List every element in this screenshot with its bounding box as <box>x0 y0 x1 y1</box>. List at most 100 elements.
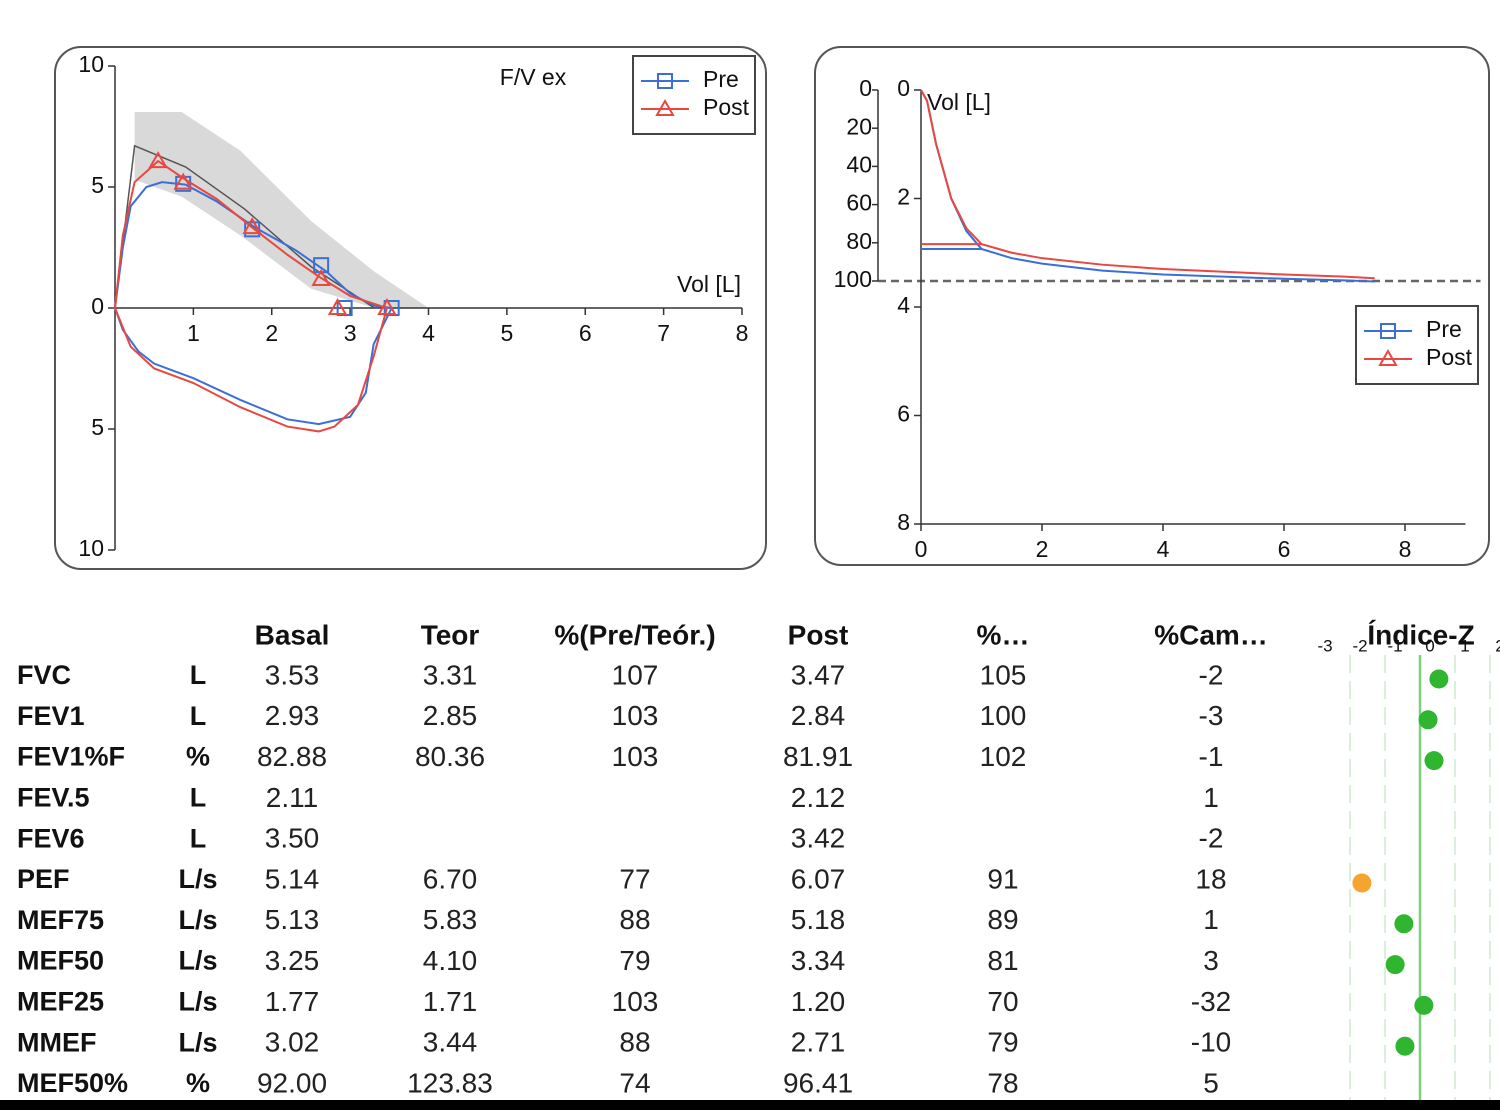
column-header: Índice-Z <box>1367 619 1474 650</box>
table-cell: 77 <box>619 863 650 894</box>
column-header: %… <box>977 619 1030 650</box>
table-cell: 2.12 <box>791 782 846 813</box>
table-cell: 74 <box>619 1067 650 1098</box>
column-header: Post <box>788 619 849 650</box>
chart-frame <box>814 46 1490 566</box>
x-tick-label: 5 <box>500 320 513 346</box>
row-name: MEF50% <box>17 1068 128 1098</box>
x-tick-label: 6 <box>579 320 592 346</box>
y2-tick-label: 40 <box>846 151 872 177</box>
z-score-dot <box>1352 873 1372 893</box>
row-name: MMEF <box>17 1027 96 1057</box>
z-tick-label: -2 <box>1352 636 1367 655</box>
table-cell: 89 <box>987 904 1018 935</box>
table-cell: 105 <box>980 659 1027 690</box>
y-tick-label: 0 <box>897 75 910 101</box>
table-cell: 3.44 <box>423 1027 478 1058</box>
table-cell: 3.47 <box>791 659 846 690</box>
table-cell: 5.13 <box>265 904 320 935</box>
column-header: Basal <box>255 619 330 650</box>
series-line <box>920 89 1375 283</box>
y2-tick-label: 20 <box>846 113 872 139</box>
z-score-dot <box>1394 914 1414 934</box>
table-cell: 70 <box>987 986 1018 1017</box>
table-cell: 107 <box>612 659 659 690</box>
table-cell: 5.18 <box>791 904 846 935</box>
marker <box>242 217 262 235</box>
row-unit: L <box>190 701 207 731</box>
column-header: %Cam… <box>1154 619 1268 650</box>
table-cell: 1.71 <box>423 986 478 1017</box>
z-score-dot <box>1429 669 1449 689</box>
legend-box <box>1355 305 1479 385</box>
table-cell: 2.11 <box>266 782 318 813</box>
legend-marker <box>1380 323 1396 339</box>
chart-title: F/V ex <box>500 64 567 90</box>
x-tick-label: 2 <box>1036 536 1049 562</box>
y-tick-label: 5 <box>91 414 104 440</box>
table-cell: -3 <box>1199 700 1224 731</box>
row-unit: L/s <box>178 946 217 976</box>
marker <box>311 268 331 286</box>
row-name: FEV.5 <box>17 783 90 813</box>
y-tick-label: 2 <box>897 184 910 210</box>
row-unit: L <box>190 660 207 690</box>
table-cell: 2.84 <box>791 700 846 731</box>
table-cell: 79 <box>987 1027 1018 1058</box>
table-cell: 100 <box>980 700 1027 731</box>
table-cell: -2 <box>1199 823 1224 854</box>
table-cell: 5.14 <box>265 863 320 894</box>
row-unit: L/s <box>178 987 217 1017</box>
y-tick-label: 6 <box>897 401 910 427</box>
x-axis-label: Vol [L] <box>677 271 741 297</box>
y-tick-label: 8 <box>897 509 910 535</box>
x-tick-label: 8 <box>736 320 749 346</box>
row-unit: L/s <box>178 864 217 894</box>
table-cell: 81 <box>987 945 1018 976</box>
marker <box>148 151 168 169</box>
z-tick-label: 2 <box>1495 636 1500 655</box>
row-name: FEV1 <box>17 701 85 731</box>
x-tick-label: 4 <box>1157 536 1170 562</box>
marker <box>173 172 193 190</box>
y-tick-label: 5 <box>91 172 104 198</box>
reference-band <box>134 111 429 308</box>
table-cell: 1.77 <box>265 986 320 1017</box>
chart-frame <box>54 46 767 570</box>
table-cell: 3.42 <box>791 823 846 854</box>
table-cell: 4.10 <box>423 945 478 976</box>
table-cell: 18 <box>1195 863 1226 894</box>
table-cell: 79 <box>619 945 650 976</box>
series-line <box>920 89 1375 280</box>
x-tick-label: 3 <box>344 320 357 346</box>
marker <box>327 297 348 315</box>
table-cell: 96.41 <box>783 1067 853 1098</box>
y2-tick-label: 60 <box>846 190 872 216</box>
y-tick-label: 10 <box>78 51 104 77</box>
table-cell: 5.83 <box>423 904 478 935</box>
table-cell: 3.53 <box>265 659 320 690</box>
row-unit: L <box>190 823 207 853</box>
legend-marker <box>1378 348 1398 366</box>
marker <box>244 221 261 238</box>
row-unit: L/s <box>178 905 217 935</box>
table-cell: 3.31 <box>423 659 478 690</box>
row-name: PEF <box>17 864 70 894</box>
table-cell: -32 <box>1191 986 1231 1017</box>
table-cell: 2.85 <box>423 700 478 731</box>
table-cell: 1 <box>1203 904 1219 935</box>
table-cell: 3.50 <box>265 823 320 854</box>
table-cell: 103 <box>612 986 659 1017</box>
legend-label: Pre <box>703 66 739 92</box>
z-score-dot <box>1418 710 1438 730</box>
row-name: MEF25 <box>17 987 104 1017</box>
marker <box>377 297 397 315</box>
row-unit: % <box>186 742 210 772</box>
column-header: Teor <box>421 619 480 650</box>
z-score-dot <box>1424 751 1444 771</box>
table-cell: 123.83 <box>407 1067 493 1098</box>
table-cell: 102 <box>980 741 1027 772</box>
table-cell: 6.07 <box>791 863 846 894</box>
y-tick-label: 0 <box>91 293 104 319</box>
